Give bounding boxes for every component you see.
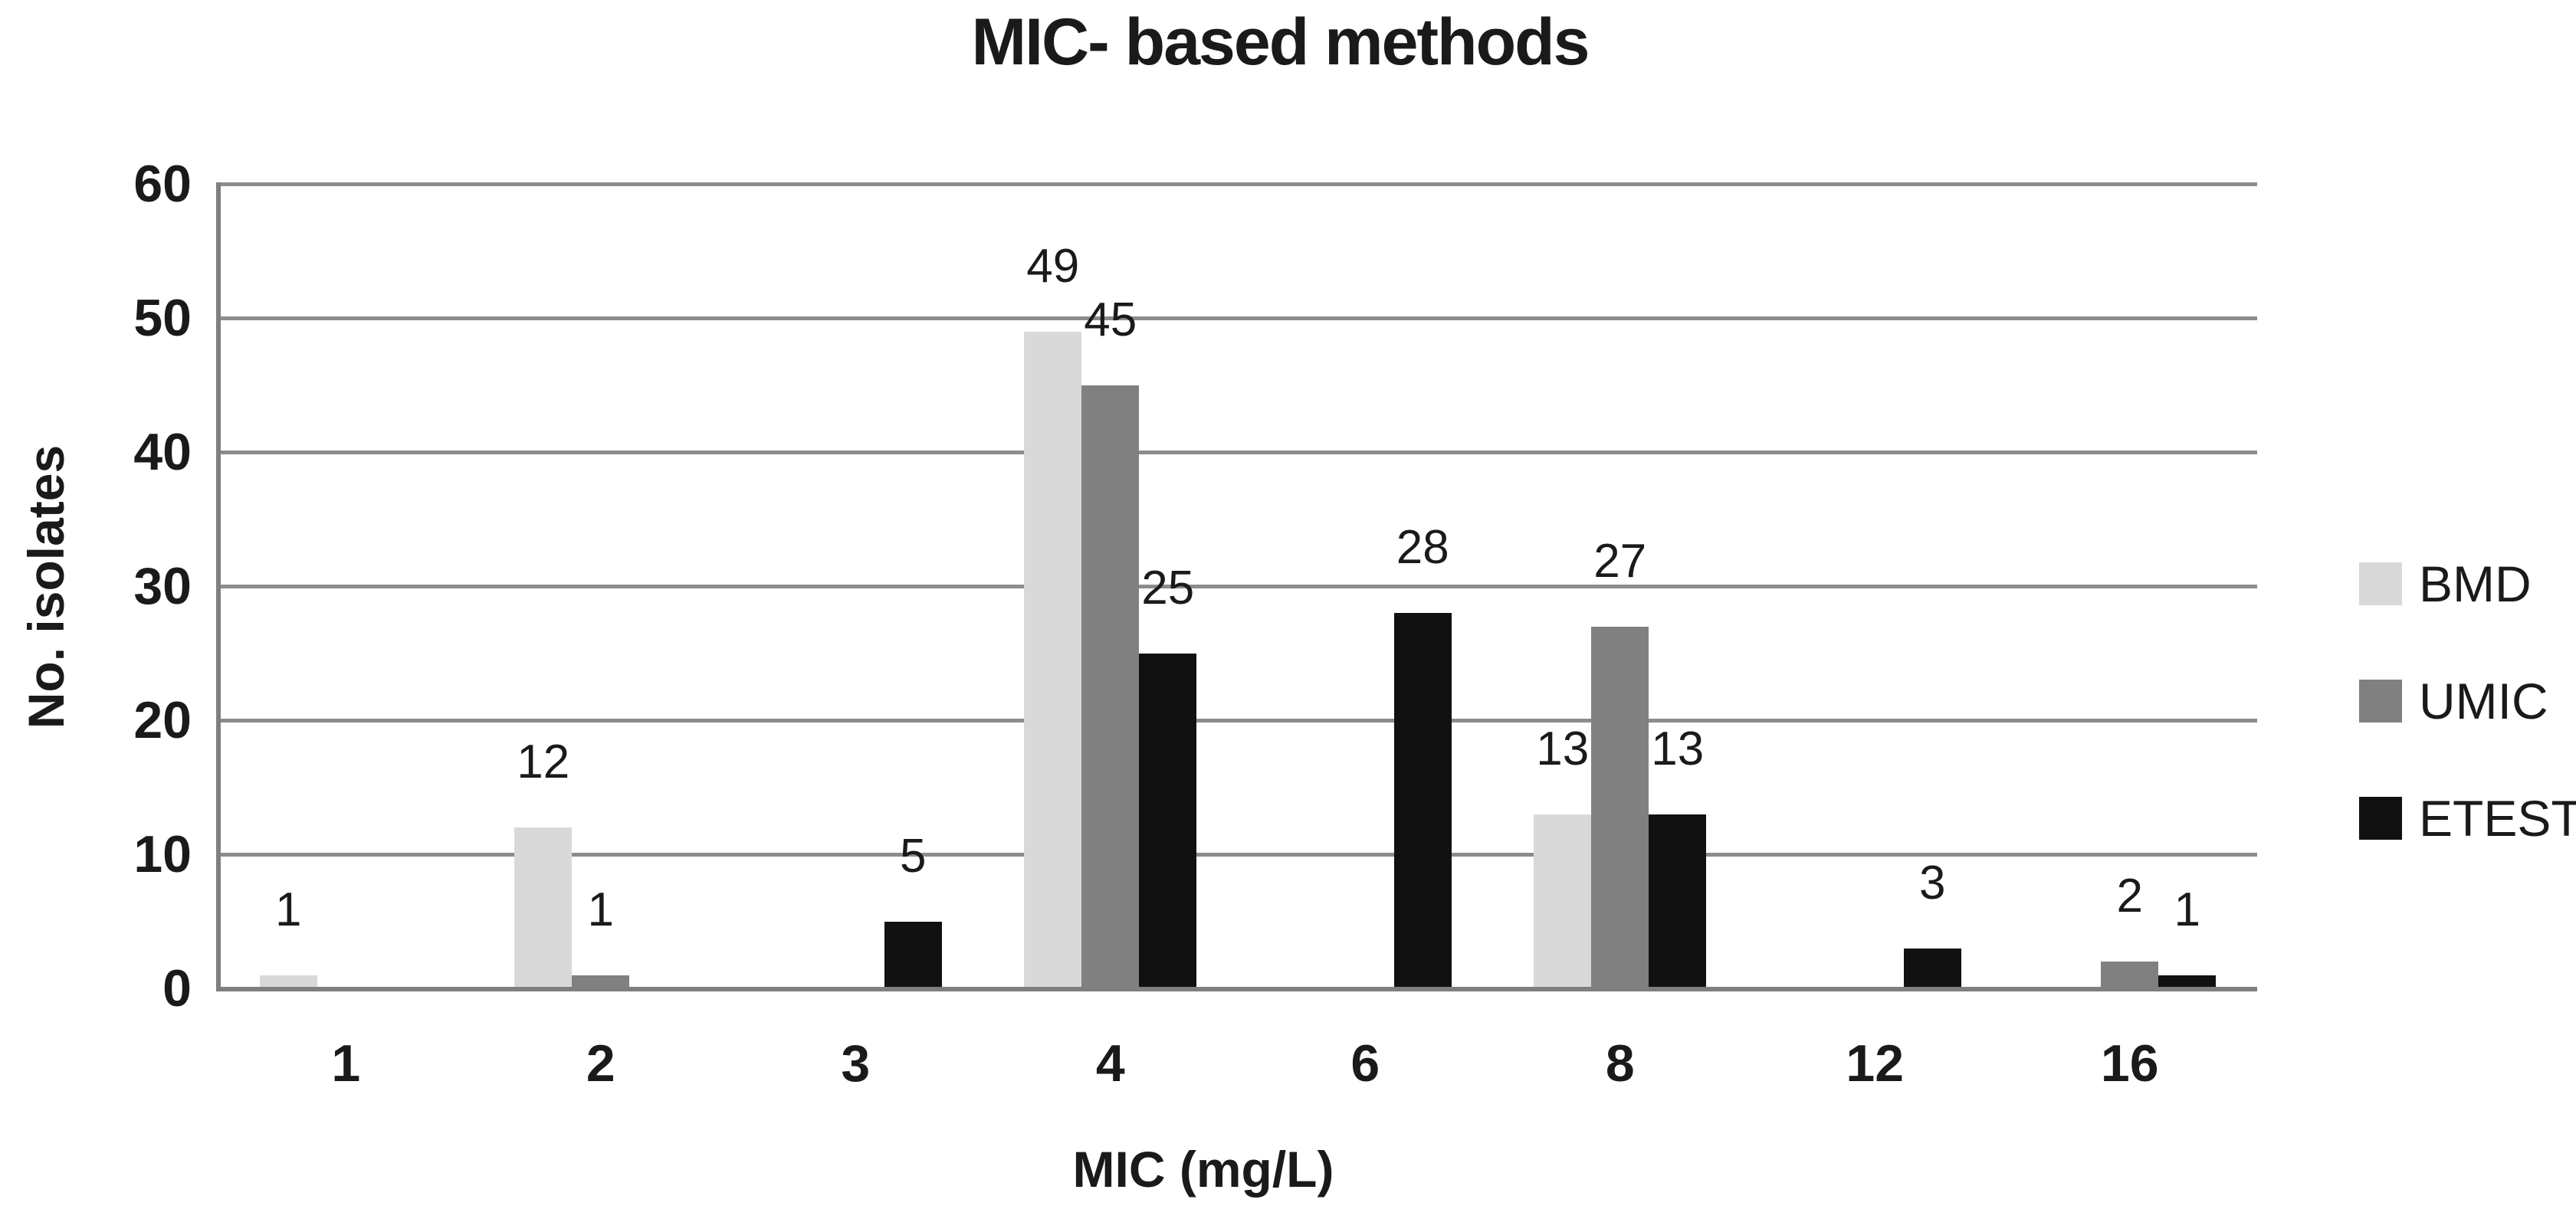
bar-ETEST-16 [2158,975,2217,988]
legend-item-BMD: BMD [2359,555,2532,612]
y-tick-label-50: 50 [133,289,192,347]
gridline-y-40 [218,451,2257,454]
bar-ETEST-6 [1393,613,1452,988]
legend-swatch-UMIC [2359,680,2402,723]
bar-label-BMD-4: 49 [1026,239,1080,293]
bar-label-ETEST-3: 5 [900,829,927,883]
bar-UMIC-2 [572,975,630,988]
x-tick-label-16: 16 [2100,1034,2159,1093]
x-tick-label-4: 4 [1095,1034,1125,1093]
bar-UMIC-8 [1591,626,1649,988]
bar-label-UMIC-2: 1 [587,883,614,936]
x-tick-label-3: 3 [841,1034,871,1093]
bar-label-BMD-1: 1 [275,883,302,936]
gridline-y-30 [218,585,2257,588]
gridline-y-60 [218,182,2257,186]
x-tick-label-8: 8 [1605,1034,1635,1093]
gridline-y-10 [218,853,2257,857]
legend-swatch-BMD [2359,562,2402,605]
bar-BMD-8 [1534,814,1592,988]
x-axis-line [216,987,2257,991]
y-tick-label-10: 10 [133,825,192,883]
y-axis-line [216,182,221,991]
y-tick-label-0: 0 [162,959,192,1017]
bar-label-UMIC-16: 2 [2116,870,2143,922]
bar-label-UMIC-4: 45 [1084,293,1137,346]
x-axis-title: MIC (mg/L) [1072,1141,1334,1198]
bar-BMD-2 [514,827,573,988]
legend-label-UMIC: UMIC [2419,673,2548,729]
bar-BMD-1 [259,975,317,988]
bar-BMD-4 [1024,331,1082,988]
gridline-y-20 [218,719,2257,723]
bar-ETEST-12 [1903,948,1961,988]
y-tick-label-40: 40 [133,423,192,481]
bar-ETEST-4 [1139,653,1197,988]
x-tick-label-6: 6 [1350,1034,1380,1093]
x-tick-label-2: 2 [586,1034,615,1093]
x-tick-label-12: 12 [1846,1034,1905,1093]
bar-label-ETEST-4: 25 [1141,561,1195,614]
bar-label-ETEST-16: 1 [2174,883,2200,936]
bar-UMIC-4 [1081,385,1140,988]
legend-label-BMD: BMD [2419,555,2532,612]
legend-item-UMIC: UMIC [2359,673,2548,729]
bar-ETEST-3 [884,921,942,988]
gridline-y-50 [218,316,2257,320]
x-tick-label-1: 1 [331,1034,361,1093]
chart-title: MIC- based methods [971,5,1590,79]
legend-swatch-ETEST [2359,797,2402,840]
bar-label-ETEST-6: 28 [1396,521,1449,574]
bar-label-BMD-8: 13 [1536,722,1590,775]
legend-label-ETEST: ETEST [2419,790,2576,847]
bar-UMIC-16 [2101,962,2159,988]
y-tick-label-60: 60 [133,155,192,213]
y-tick-label-20: 20 [133,691,192,749]
legend-item-ETEST: ETEST [2359,790,2576,847]
y-tick-label-30: 30 [133,557,192,615]
bar-ETEST-8 [1649,814,1707,988]
bar-label-UMIC-8: 27 [1593,534,1647,588]
bar-label-BMD-2: 12 [517,736,570,788]
bar-label-ETEST-8: 13 [1651,722,1705,775]
bar-label-ETEST-12: 3 [1919,856,1946,909]
